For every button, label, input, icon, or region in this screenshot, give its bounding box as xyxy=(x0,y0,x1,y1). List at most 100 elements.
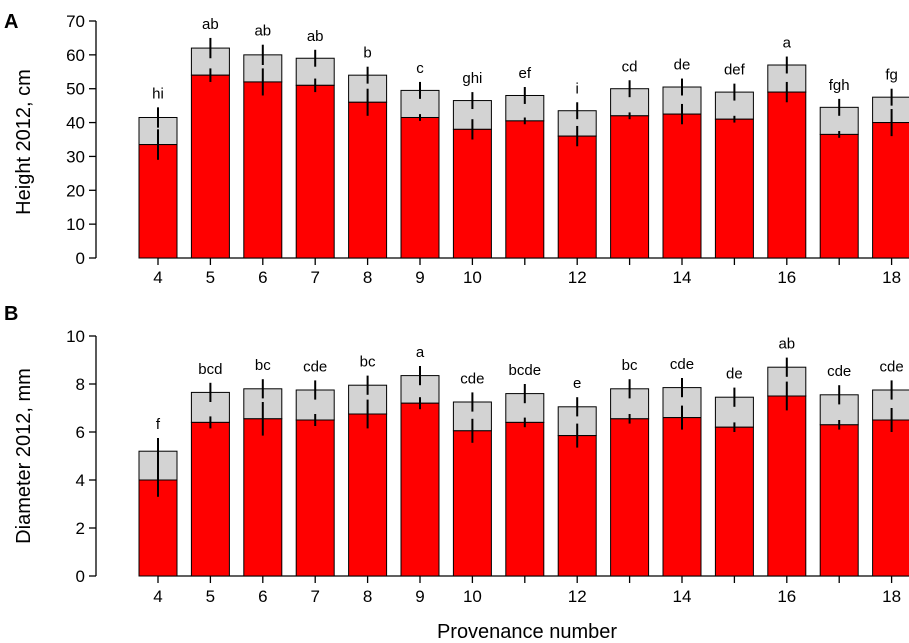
bar-lower-segment xyxy=(557,135,597,259)
bar-lower-segment xyxy=(714,118,754,259)
panel-b-y-axis-label: Diameter 2012, mm xyxy=(13,368,35,544)
significance-label: ab xyxy=(307,28,324,45)
significance-label: cde xyxy=(670,356,694,373)
significance-label: ab xyxy=(778,336,795,353)
x-tick-label: 16 xyxy=(777,268,796,287)
x-tick-label: 7 xyxy=(310,268,319,287)
significance-label: cde xyxy=(880,358,904,375)
x-tick-label: 9 xyxy=(415,587,424,606)
bar-lower-segment xyxy=(190,74,230,259)
x-tick-label: 6 xyxy=(258,268,267,287)
y-tick-label: 6 xyxy=(76,423,85,442)
significance-label: def xyxy=(724,62,746,79)
y-tick-label: 40 xyxy=(66,114,85,133)
bar-lower-segment xyxy=(243,418,283,577)
panel-a-y-axis-label: Height 2012, cm xyxy=(13,69,35,215)
significance-label: bcd xyxy=(198,361,222,378)
y-tick-label: 50 xyxy=(66,80,85,99)
significance-label: c xyxy=(416,60,424,77)
y-tick-label: 10 xyxy=(66,327,85,346)
significance-label: ab xyxy=(254,23,271,40)
bar-lower-segment xyxy=(348,413,388,577)
bar-lower-segment xyxy=(452,430,492,577)
x-tick-label: 7 xyxy=(310,587,319,606)
bar-lower-segment xyxy=(400,116,440,259)
y-tick-label: 10 xyxy=(66,215,85,234)
significance-label: bcde xyxy=(509,362,542,379)
panel-b-x-axis-label: Provenance number xyxy=(437,621,617,643)
bar-lower-segment xyxy=(872,419,909,577)
significance-label: e xyxy=(573,375,581,392)
significance-label: bc xyxy=(255,357,271,374)
significance-label: ef xyxy=(519,65,532,82)
bar-lower-segment xyxy=(348,101,388,259)
bar-lower-segment xyxy=(557,435,597,577)
x-tick-label: 18 xyxy=(882,587,901,606)
x-tick-label: 6 xyxy=(258,587,267,606)
y-tick-label: 0 xyxy=(76,249,85,268)
x-tick-label: 12 xyxy=(568,587,587,606)
bar-lower-segment xyxy=(662,417,702,577)
significance-label: cde xyxy=(827,363,851,380)
x-tick-label: 14 xyxy=(673,587,692,606)
bar-lower-segment xyxy=(767,395,807,577)
bar-lower-segment xyxy=(505,120,545,259)
significance-label: b xyxy=(363,45,371,62)
bar-lower-segment xyxy=(295,84,335,259)
significance-label: cde xyxy=(303,358,327,375)
panel-a-height-chart: A Height 2012, cm 0 10 20 30 40 50 60 70 4 5 6 7 8 9 1… xyxy=(4,11,909,287)
bar-lower-segment xyxy=(610,115,650,259)
bar-lower-segment xyxy=(400,402,440,577)
x-tick-label: 5 xyxy=(206,587,215,606)
bar-lower-segment xyxy=(243,81,283,259)
significance-label: bc xyxy=(360,354,376,371)
panel-b-diameter-chart: B Diameter 2012, mm 0 2 4 6 8 10 4 5 6 7 8 9 10 12 14 1… xyxy=(4,303,909,643)
bar-lower-segment xyxy=(610,418,650,577)
bar-lower-segment xyxy=(190,421,230,577)
bar-lower-segment xyxy=(714,426,754,577)
y-tick-label: 20 xyxy=(66,181,85,200)
panel-b-letter: B xyxy=(4,303,18,325)
significance-label: bc xyxy=(622,357,638,374)
x-tick-label: 18 xyxy=(882,268,901,287)
significance-label: cd xyxy=(622,58,638,75)
significance-label: cde xyxy=(460,370,484,387)
x-tick-label: 9 xyxy=(415,268,424,287)
panel-a-bars: hi ab ab ab b c ghi ef i cd de def a fgh fg xyxy=(138,16,909,259)
panel-a-letter: A xyxy=(4,11,18,33)
x-tick-label: 5 xyxy=(206,268,215,287)
x-tick-label: 10 xyxy=(463,268,482,287)
significance-label: a xyxy=(416,344,425,361)
bar-lower-segment xyxy=(295,419,335,577)
significance-label: i xyxy=(576,80,579,97)
y-tick-label: 8 xyxy=(76,375,85,394)
significance-label: fg xyxy=(885,67,898,84)
bar-lower-segment xyxy=(872,122,909,259)
y-tick-label: 60 xyxy=(66,46,85,65)
significance-label: f xyxy=(156,416,161,433)
significance-label: a xyxy=(783,35,792,52)
bar-lower-segment xyxy=(767,91,807,259)
x-tick-label: 8 xyxy=(363,268,372,287)
significance-label: de xyxy=(674,57,691,74)
x-tick-label: 4 xyxy=(153,268,162,287)
bar-lower-segment xyxy=(452,128,492,259)
significance-label: fgh xyxy=(829,77,850,94)
x-tick-label: 4 xyxy=(153,587,162,606)
x-tick-label: 8 xyxy=(363,587,372,606)
bar-lower-segment xyxy=(505,421,545,577)
panel-b-bars: f bcd bc cde bc a cde bcde e bc cde de ab cde cde xyxy=(138,336,909,577)
bar-lower-segment xyxy=(819,424,859,577)
y-tick-label: 2 xyxy=(76,519,85,538)
bar-lower-segment xyxy=(819,133,859,259)
y-tick-label: 70 xyxy=(66,12,85,31)
significance-label: ab xyxy=(202,16,219,33)
significance-label: ghi xyxy=(462,70,482,87)
significance-label: de xyxy=(726,366,743,383)
x-tick-label: 14 xyxy=(673,268,692,287)
bar-lower-segment xyxy=(662,113,702,259)
y-tick-label: 0 xyxy=(76,567,85,586)
x-tick-label: 10 xyxy=(463,587,482,606)
x-tick-label: 12 xyxy=(568,268,587,287)
